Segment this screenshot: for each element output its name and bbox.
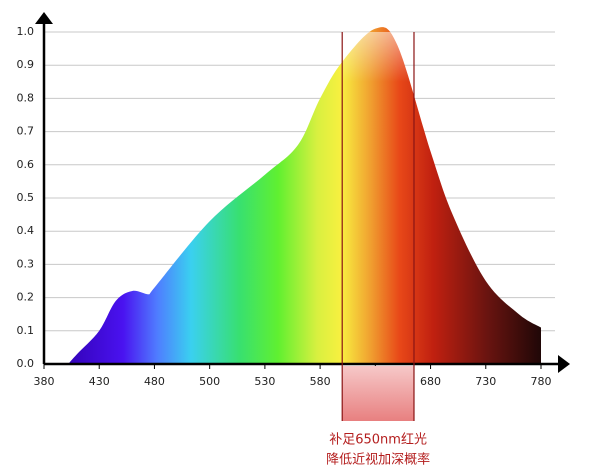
y-tick-label: 0.0 [17,357,35,370]
x-tick-label: 480 [144,375,165,388]
x-tick-label: 780 [531,375,552,388]
y-tick-label: 0.5 [17,191,35,204]
highlight-box [342,366,414,421]
x-tick-label: 530 [254,375,275,388]
x-arrow [558,355,570,373]
y-tick-label: 0.6 [17,158,35,171]
x-tick-label: 430 [89,375,110,388]
y-tick-label: 0.7 [17,125,35,138]
y-tick-label: 0.2 [17,291,35,304]
spectrum-area [68,27,541,364]
y-tick-label: 0.8 [17,91,35,104]
annotation: 降低近视加深概率 [326,452,430,468]
axes [35,12,570,373]
x-tick-label: 580 [310,375,331,388]
x-tick-label: 730 [475,375,496,388]
y-tick-label: 0.3 [17,257,35,270]
annotation: 补足650nm红光 [329,432,427,448]
x-tick-label: 680 [420,375,441,388]
y-tick-label: 0.1 [17,324,35,337]
y-arrow [35,12,53,24]
y-tick-label: 0.4 [17,224,35,237]
y-tick-label: 0.9 [17,58,35,71]
x-tick-label: 500 [199,375,220,388]
x-tick-label: 380 [34,375,55,388]
plot [68,27,541,364]
y-tick-label: 1.0 [17,25,35,38]
highlight-band [342,32,414,364]
